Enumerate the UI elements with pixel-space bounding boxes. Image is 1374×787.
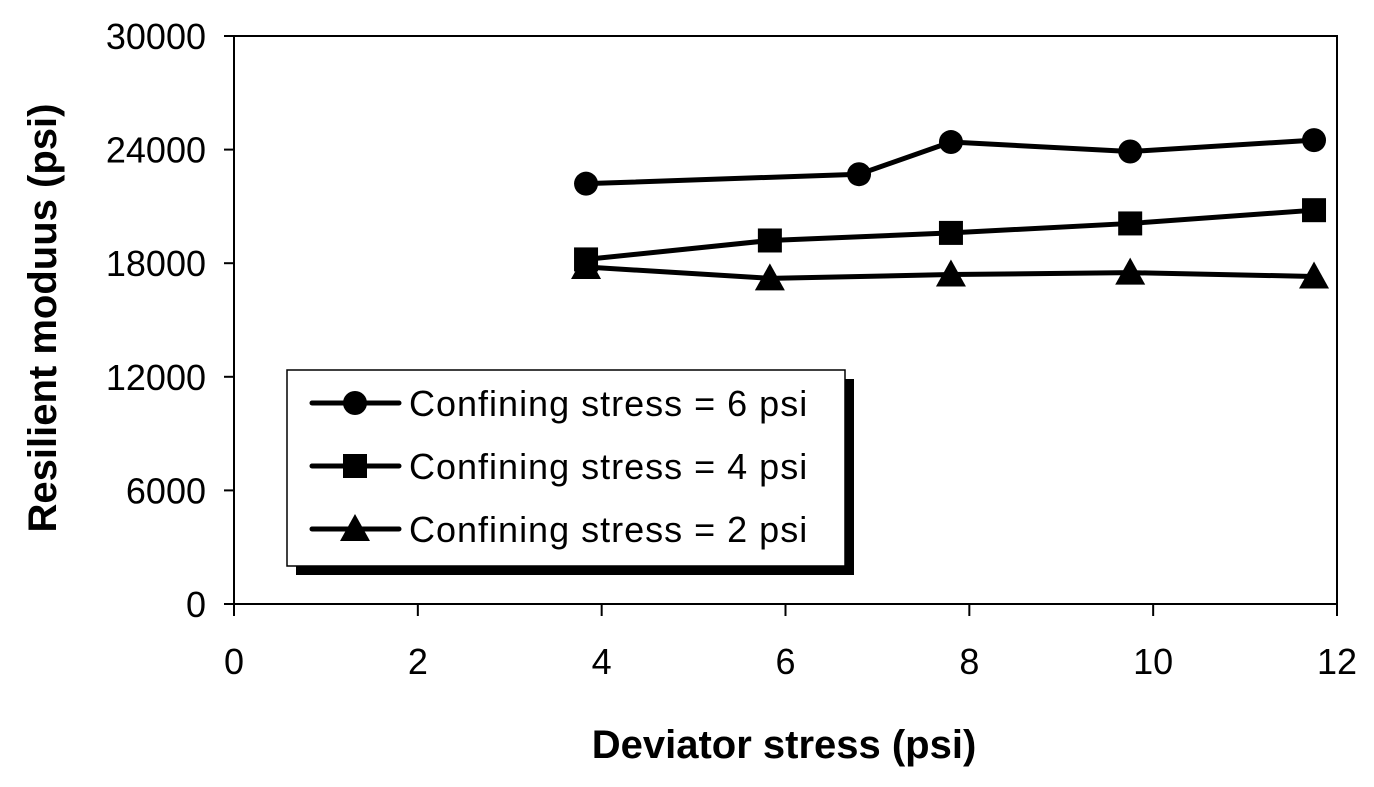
legend-marker-circle bbox=[343, 391, 367, 415]
data-point-triangle bbox=[935, 259, 966, 287]
data-point-square bbox=[757, 228, 782, 253]
x-tick-label: 0 bbox=[224, 641, 244, 682]
x-tick-label: 8 bbox=[959, 641, 979, 682]
y-tick-label: 24000 bbox=[106, 130, 206, 171]
x-tick-label: 2 bbox=[408, 641, 428, 682]
data-point-square bbox=[1118, 211, 1143, 236]
legend-label: Confining stress = 6 psi bbox=[409, 383, 808, 424]
data-point-triangle bbox=[1299, 261, 1330, 289]
x-tick-label: 4 bbox=[592, 641, 612, 682]
y-tick-label: 12000 bbox=[106, 357, 206, 398]
data-point-circle bbox=[847, 162, 872, 187]
data-point-square bbox=[938, 220, 963, 245]
y-tick-label: 18000 bbox=[106, 243, 206, 284]
legend-label: Confining stress = 2 psi bbox=[409, 509, 808, 550]
y-axis-title: Resilient moduus (psi) bbox=[21, 104, 65, 533]
legend-entry: Confining stress = 4 psi bbox=[309, 446, 808, 487]
y-axis: 0 6000 12000 18000 24000 30000 bbox=[106, 16, 234, 625]
y-tick-label: 30000 bbox=[106, 16, 206, 57]
legend-entry: Confining stress = 6 psi bbox=[309, 383, 808, 424]
legend-marker-triangle bbox=[340, 514, 370, 541]
x-tick-label: 6 bbox=[775, 641, 795, 682]
data-point-circle bbox=[574, 171, 599, 196]
x-axis-title: Deviator stress (psi) bbox=[592, 723, 977, 767]
legend-entry: Confining stress = 2 psi bbox=[309, 509, 808, 550]
data-point-circle bbox=[1118, 139, 1143, 164]
series-layer bbox=[571, 128, 1330, 291]
series-circle bbox=[574, 128, 1327, 196]
x-axis: 0 2 4 6 8 10 12 bbox=[224, 604, 1357, 682]
data-point-triangle bbox=[1115, 257, 1146, 285]
legend: Confining stress = 6 psi Confining stress… bbox=[286, 369, 854, 575]
data-point-triangle bbox=[754, 263, 785, 291]
series-triangle bbox=[571, 251, 1330, 291]
series-square bbox=[574, 198, 1327, 272]
legend-marker-square bbox=[343, 454, 367, 478]
x-tick-label: 10 bbox=[1133, 641, 1173, 682]
data-point-circle bbox=[938, 130, 963, 155]
data-point-triangle bbox=[571, 251, 602, 279]
x-tick-label: 12 bbox=[1317, 641, 1357, 682]
y-tick-label: 0 bbox=[186, 584, 206, 625]
y-tick-label: 6000 bbox=[126, 470, 206, 511]
legend-label: Confining stress = 4 psi bbox=[409, 446, 808, 487]
data-point-square bbox=[1302, 198, 1327, 223]
data-point-circle bbox=[1302, 128, 1327, 153]
